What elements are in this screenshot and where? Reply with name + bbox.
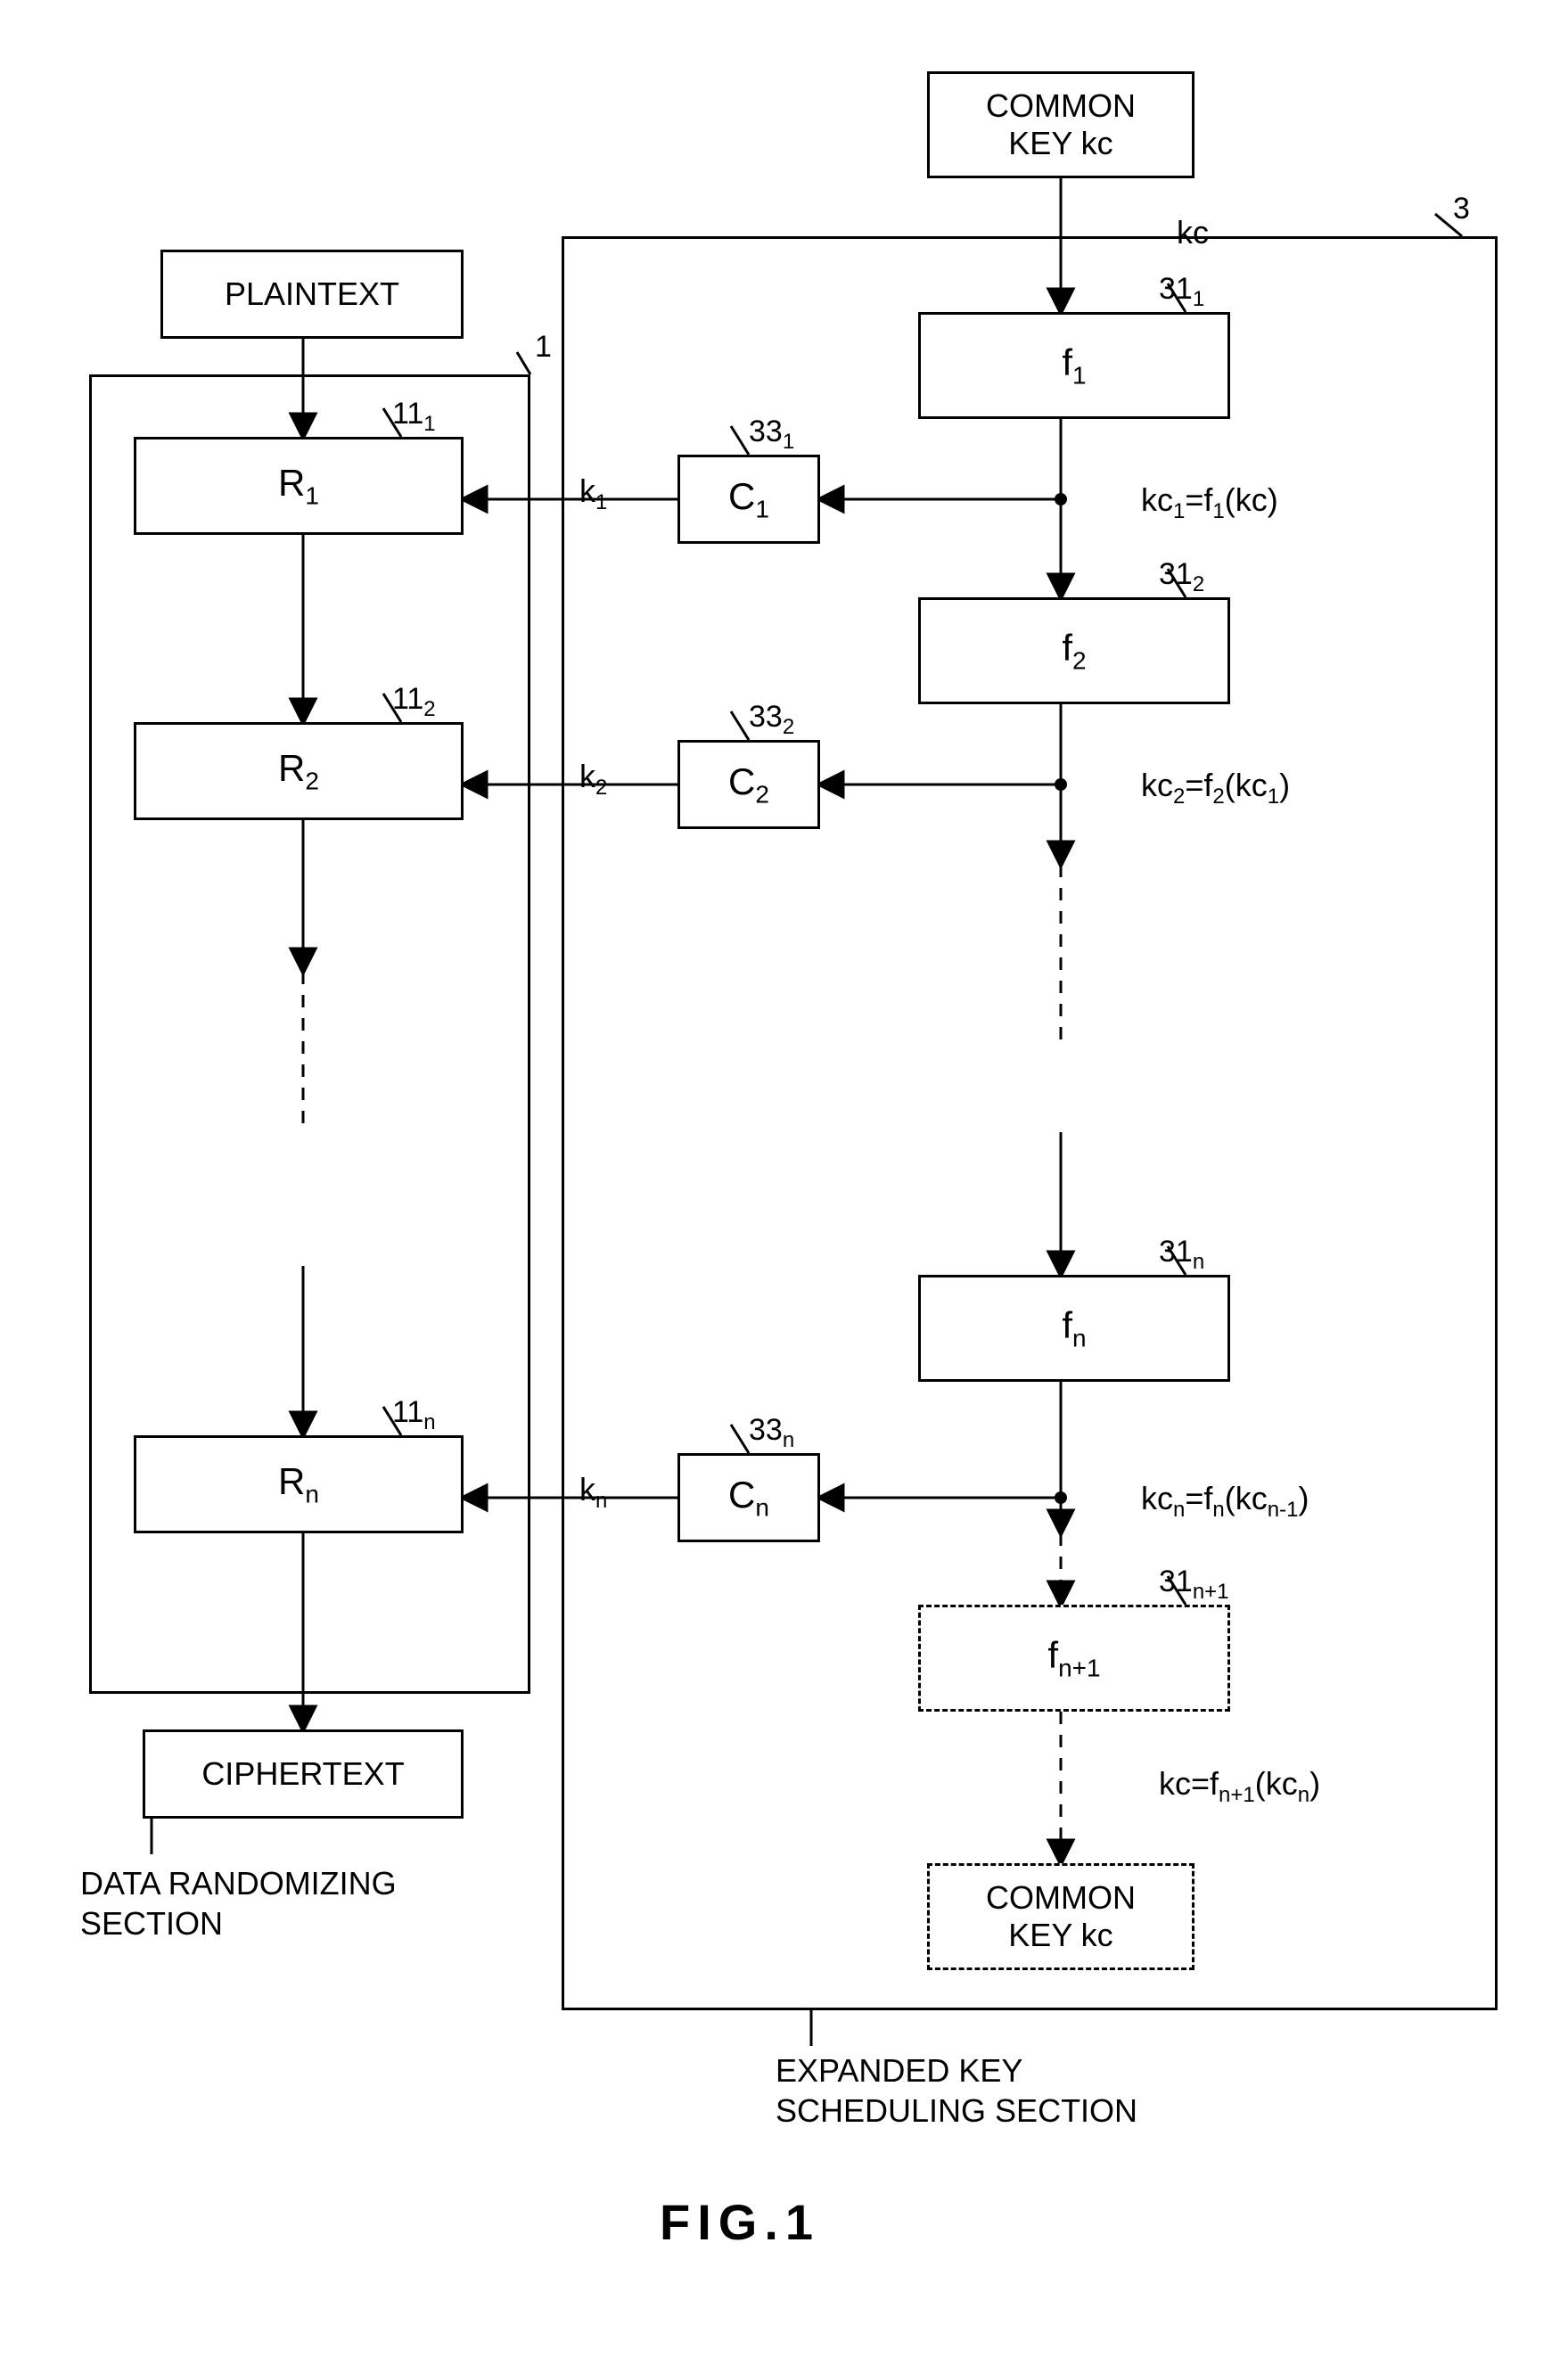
r-box-1-refnum: 111 (392, 397, 436, 437)
c-box-1-refnum: 331 (749, 415, 794, 455)
data-randomizing-caption: DATA RANDOMIZINGSECTION (80, 1863, 397, 1943)
f-box-n-refnum: 31n (1159, 1235, 1204, 1275)
r-box-1: R1 (134, 437, 464, 535)
figure-caption: FIG.1 (660, 2193, 820, 2251)
f-box-n+1-refnum: 31n+1 (1159, 1565, 1229, 1605)
key-scheduling-refnum: 3 (1453, 192, 1470, 226)
f-box-n: fn (918, 1275, 1230, 1382)
f-box-2-refnum: 312 (1159, 557, 1204, 597)
r-box-n: Rn (134, 1435, 464, 1533)
r-box-2-refnum: 112 (392, 682, 436, 722)
c-box-n-refnum: 33n (749, 1413, 794, 1453)
equation-2: kcn=fn(kcn-1) (1141, 1480, 1309, 1523)
plaintext-box: PLAINTEXT (160, 250, 464, 339)
c-box-n: Cn (677, 1453, 820, 1542)
c-box-2: C2 (677, 740, 820, 829)
ref-lead-10 (517, 352, 530, 374)
kc-top-label: kc (1177, 214, 1209, 251)
k-label-n: kn (579, 1471, 607, 1514)
key-scheduling-caption: EXPANDED KEYSCHEDULING SECTION (776, 2050, 1137, 2131)
f-box-1-refnum: 311 (1159, 272, 1204, 312)
f-box-1: f1 (918, 312, 1230, 419)
f-box-n+1: fn+1 (918, 1605, 1230, 1712)
c-box-1: C1 (677, 455, 820, 544)
equation-0: kc1=f1(kc) (1141, 481, 1278, 524)
c-box-2-refnum: 332 (749, 700, 794, 740)
equation-3: kc=fn+1(kcn) (1159, 1765, 1320, 1808)
k-label-2: k2 (579, 758, 607, 801)
ciphertext-box: CIPHERTEXT (143, 1729, 464, 1819)
equation-1: kc2=f2(kc1) (1141, 767, 1290, 809)
r-box-n-refnum: 11n (392, 1395, 436, 1435)
common-key-top-box: COMMONKEY kc (927, 71, 1194, 178)
f-box-2: f2 (918, 597, 1230, 704)
k-label-1: k1 (579, 472, 607, 515)
r-box-2: R2 (134, 722, 464, 820)
data-randomizing-refnum: 1 (535, 330, 552, 365)
